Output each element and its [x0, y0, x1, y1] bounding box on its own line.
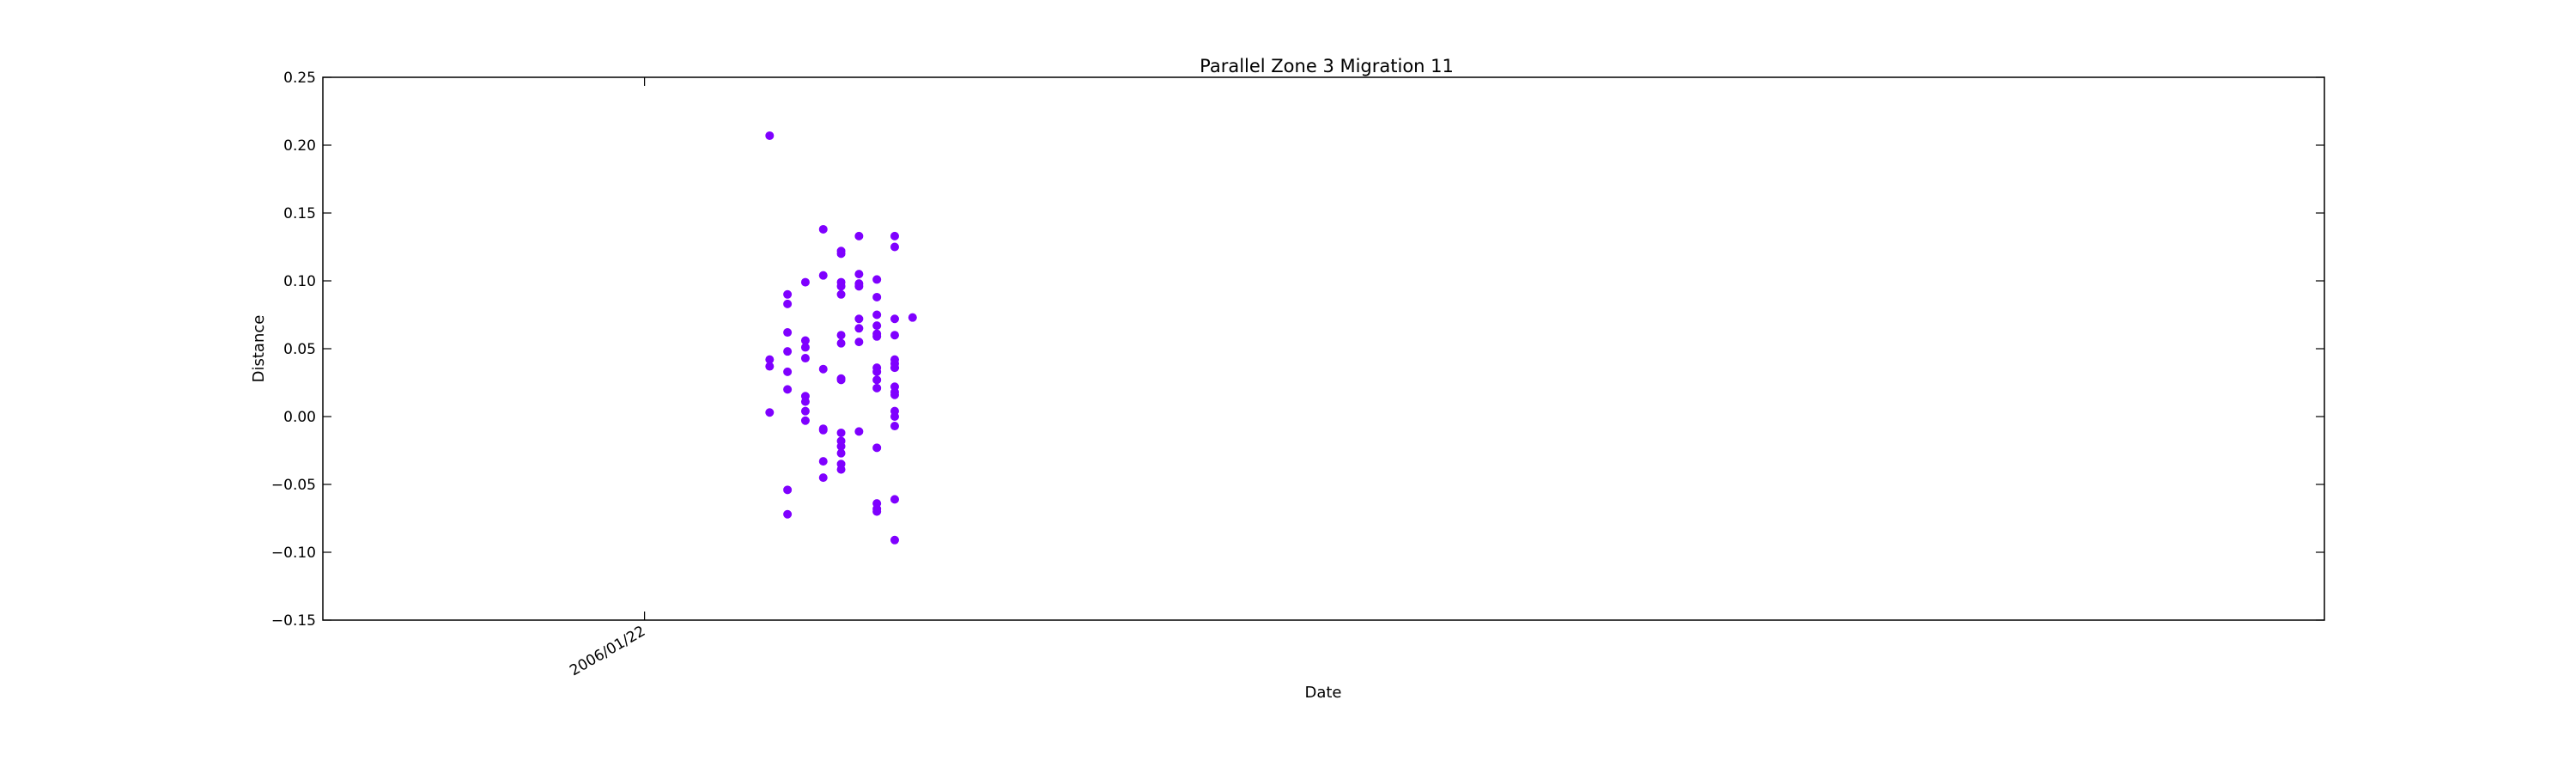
data-point	[783, 367, 793, 376]
data-point	[854, 427, 864, 436]
data-point	[836, 289, 846, 299]
data-point	[890, 231, 899, 240]
data-point	[890, 331, 899, 340]
data-point	[783, 328, 793, 338]
data-point	[818, 424, 828, 434]
data-point	[783, 485, 793, 495]
data-point	[872, 443, 882, 453]
data-point	[872, 504, 882, 514]
data-point	[854, 270, 864, 279]
data-point	[783, 385, 793, 394]
data-point	[836, 465, 846, 474]
data-point	[854, 338, 864, 347]
y-tick-label: 0.25	[283, 70, 316, 87]
y-tick-label: 0.05	[283, 341, 316, 358]
y-tick-label: 0.15	[283, 205, 316, 222]
data-point	[800, 277, 810, 287]
y-tick-label: −0.10	[271, 545, 316, 562]
data-point	[872, 310, 882, 320]
data-point	[872, 375, 882, 385]
data-point	[818, 473, 828, 483]
data-point	[872, 329, 882, 338]
x-axis: 2006/01/22	[567, 77, 648, 679]
data-point	[836, 331, 846, 340]
data-point	[765, 362, 775, 371]
data-point	[818, 224, 828, 234]
data-point	[836, 249, 846, 259]
data-point	[800, 354, 810, 363]
data-point	[800, 336, 810, 345]
data-point	[890, 535, 899, 545]
data-point	[836, 375, 846, 385]
data-point	[872, 367, 882, 376]
data-point	[872, 275, 882, 284]
data-point	[818, 457, 828, 466]
data-point	[765, 131, 775, 140]
data-point	[836, 428, 846, 437]
y-tick-label: 0.10	[283, 273, 316, 290]
data-point	[890, 422, 899, 431]
data-point	[818, 271, 828, 280]
data-point	[908, 313, 917, 322]
data-point	[765, 408, 775, 417]
y-axis: −0.15 −0.10 −0.05 0.00 0.05 0.10 0.15 0.20 0.25	[271, 70, 2324, 630]
data-point	[800, 397, 810, 406]
data-point	[890, 363, 899, 373]
data-point	[890, 412, 899, 421]
x-tick-label: 2006/01/22	[567, 623, 648, 679]
y-tick-label: 0.00	[283, 409, 316, 426]
data-point	[890, 242, 899, 252]
data-point	[872, 383, 882, 393]
data-point	[783, 509, 793, 519]
data-point	[872, 321, 882, 331]
data-points	[765, 131, 917, 545]
data-point	[800, 406, 810, 416]
data-point	[890, 314, 899, 324]
plot-frame	[322, 76, 2325, 621]
data-point	[836, 338, 846, 348]
data-point	[800, 416, 810, 425]
x-axis-label: Date	[1304, 684, 1341, 702]
y-tick-label: −0.15	[271, 612, 316, 630]
data-point	[872, 292, 882, 301]
data-point	[818, 364, 828, 374]
data-point	[836, 282, 846, 291]
y-tick-label: −0.05	[271, 477, 316, 494]
data-point	[854, 282, 864, 291]
data-point	[783, 347, 793, 356]
data-point	[890, 387, 899, 397]
data-point	[890, 495, 899, 504]
data-point	[854, 231, 864, 240]
data-point	[890, 355, 899, 364]
y-axis-label: Distance	[250, 315, 268, 383]
data-point	[836, 448, 846, 458]
chart-title: Parallel Zone 3 Migration 11	[1200, 56, 1454, 76]
data-point	[783, 299, 793, 308]
data-point	[854, 324, 864, 333]
data-point	[783, 289, 793, 299]
y-tick-label: 0.20	[283, 137, 316, 155]
data-point	[854, 314, 864, 324]
